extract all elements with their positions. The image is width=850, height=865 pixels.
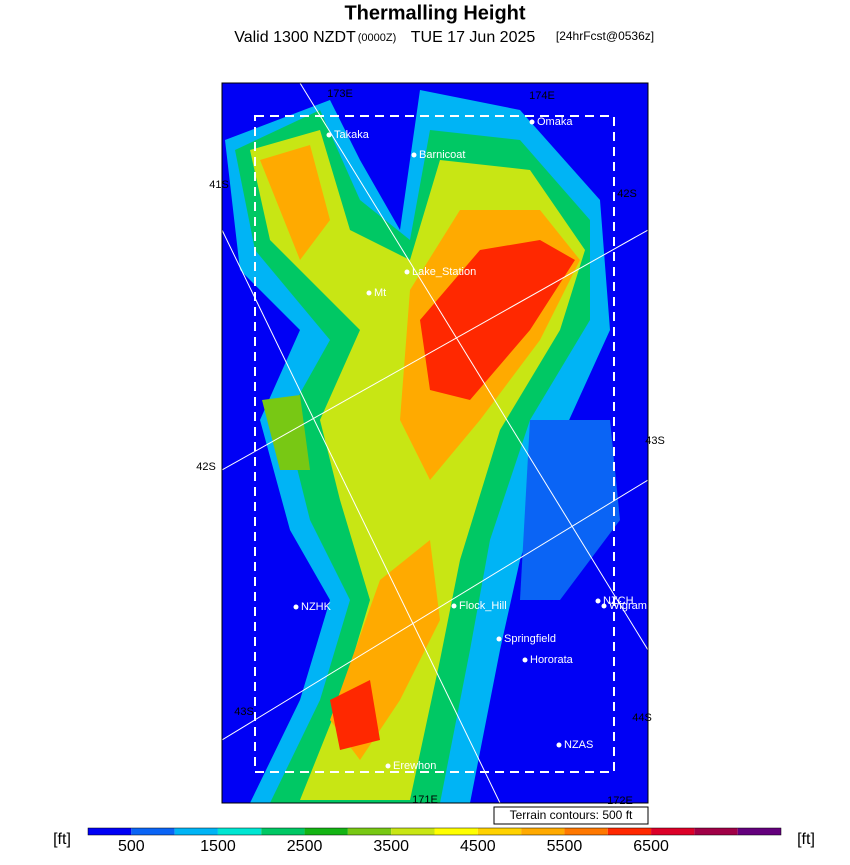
map-field [222,83,648,803]
colorbar-label: 500 [118,838,145,855]
place-marker [601,603,607,609]
place-marker [522,657,528,663]
colorbar-cell [564,828,608,835]
grid-label: 43S [234,706,254,718]
place-label: Hororata [530,654,574,666]
place-marker [595,598,601,604]
colorbar-cell [694,828,738,835]
colorbar-label: 1500 [200,838,236,855]
place-label: NZHK [301,601,332,613]
place-label: Flock_Hill [459,600,507,612]
place-label: NZAS [564,739,593,751]
place-label: NZCH [603,595,634,607]
colorbar-label: 3500 [373,838,409,855]
colorbar-cell [607,828,652,835]
subtitle-forecast: [24hrFcst@0536z] [556,29,654,43]
place-label: Takaka [334,129,370,141]
grid-label: 174E [529,90,555,102]
place-marker [451,603,457,609]
place-marker [404,269,410,275]
place-marker [529,119,535,125]
place-label: Barnicoat [419,149,465,161]
colorbar-cell [347,828,392,835]
colorbar: 500 1500 2500 3500 4500 5500 6500 [87,827,782,855]
place-marker [556,742,562,748]
terrain-note-box [493,806,649,825]
grid-label: 41S [209,179,229,191]
colorbar-unit: [ft] [797,831,815,848]
colorbar-cell [131,828,175,835]
place-label: Omaka [537,116,573,128]
place-label: Mt [374,287,386,299]
grid-label: 42S [617,188,637,200]
terrain-note: Terrain contours: 500 ft [510,808,633,822]
place-label: Erewhon [393,760,436,772]
colorbar-cell [217,828,262,835]
place-marker [496,636,502,642]
place-label: Wigram [609,600,647,612]
subtitle-valid: Valid 1300 NZDT [234,29,356,46]
place-label: Lake_Station [412,266,476,278]
colorbar-cell [651,828,695,835]
colorbar-cell [434,828,478,835]
grid-label: 44S [632,712,652,724]
place-marker [366,290,372,296]
grid-label: 43S [645,435,665,447]
colorbar-cell [304,828,348,835]
colorbar-label: 5500 [547,838,583,855]
colorbar-label: 2500 [287,838,323,855]
place-label: Springfield [504,633,556,645]
colorbar-label: 4500 [460,838,496,855]
place-marker [326,132,332,138]
grid-label: 42S [196,461,216,473]
place-marker [411,152,417,158]
colorbar-cell [174,828,218,835]
subtitle-date: TUE 17 Jun 2025 [411,29,536,46]
colorbar-cell [477,828,522,835]
grid-label: 171E [412,794,438,806]
subtitle-zulu: (0000Z) [358,32,397,44]
colorbar-cell [261,828,305,835]
colorbar-cell [521,828,565,835]
grid-label: 173E [327,88,353,100]
colorbar-cell [88,828,132,835]
colorbar-frame [87,827,782,836]
colorbar-cell [391,828,435,835]
place-marker [385,763,391,769]
colorbar-unit: [ft] [53,831,71,848]
place-marker [293,604,299,610]
grid-label: 172E [607,795,633,807]
colorbar-cell [737,828,781,835]
title: Thermalling Height [344,2,525,24]
colorbar-label: 6500 [633,838,669,855]
